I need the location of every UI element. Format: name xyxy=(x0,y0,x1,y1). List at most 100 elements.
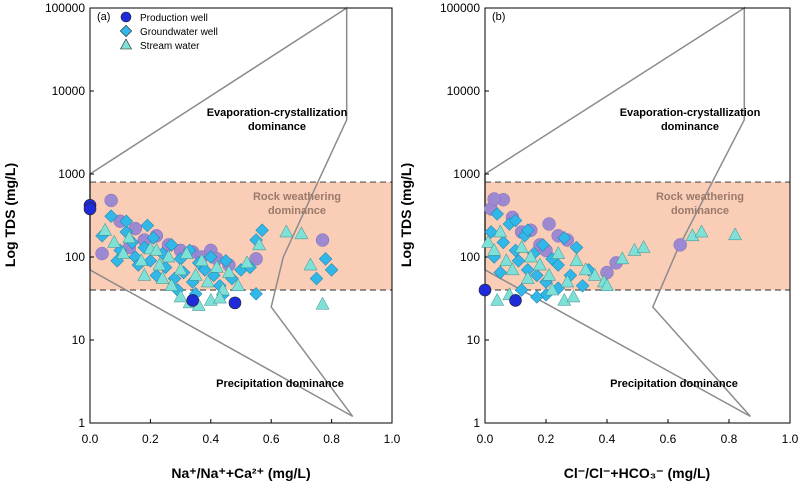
panel-a-point-stream xyxy=(315,296,330,310)
panel-a-point-stream xyxy=(164,278,179,292)
panel-b-point-stream xyxy=(587,267,602,281)
panel-a-evap-label-2: dominance xyxy=(248,121,306,133)
panel-b-point-stream xyxy=(578,262,593,276)
panel-b-x-tick-label: 1.0 xyxy=(782,432,799,446)
panel-b: (b) Evaporation-crystallization dominanc… xyxy=(398,1,799,481)
panel-a-y-tick-label: 10000 xyxy=(52,84,86,98)
panel-b-point-groundwater xyxy=(508,213,523,228)
panel-b-frame xyxy=(484,7,791,424)
panel-b-point-stream xyxy=(600,278,614,292)
panel-a-point-stream xyxy=(200,274,215,288)
panel-b-point-stream xyxy=(636,240,651,253)
panel-b-point-production xyxy=(509,294,522,307)
panel-b-point-groundwater xyxy=(496,235,511,250)
panel-b-point-groundwater xyxy=(520,223,535,237)
panel-b-point-groundwater xyxy=(530,268,544,283)
panel-b-evap-label-2: dominance xyxy=(661,121,719,133)
panel-a: (a) Evaporation-crystallization dominanc… xyxy=(2,1,401,481)
panel-a-y-tick-label: 1000 xyxy=(58,167,85,181)
panel-b-label: (b) xyxy=(492,11,505,23)
panel-a-point-stream xyxy=(179,246,194,259)
panel-a-rock-label-1: Rock weathering xyxy=(253,191,341,203)
panel-b-rock-label-1: Rock weathering xyxy=(656,191,744,203)
panel-a-point-purple xyxy=(249,252,263,266)
panel-b-y-tick-label: 100 xyxy=(460,250,480,264)
panel-b-point-groundwater xyxy=(511,254,526,268)
panel-a-label: (a) xyxy=(97,11,110,23)
panel-a-point-groundwater xyxy=(198,263,212,277)
panel-b-y-tick-label: 100000 xyxy=(440,1,480,15)
panel-a-point-production xyxy=(83,202,97,216)
panel-a-point-stream xyxy=(98,222,113,236)
panel-b-point-stream xyxy=(532,257,547,271)
panel-b-point-groundwater xyxy=(575,279,590,293)
panel-b-point-stream xyxy=(499,253,514,267)
panel-a-point-stream xyxy=(188,267,203,281)
panel-a-point-purple xyxy=(95,246,109,261)
panel-a-point-stream xyxy=(134,253,149,267)
panel-b-point-groundwater xyxy=(514,283,529,297)
panel-a-x-tick-label: 0.2 xyxy=(142,432,159,446)
panel-a-x-tick-label: 0.4 xyxy=(202,432,219,446)
legend-stream-label: Stream water xyxy=(140,41,200,52)
panel-b-x-tick-label: 0.4 xyxy=(599,432,616,446)
panel-a-point-production xyxy=(186,294,199,307)
panel-b-point-stream xyxy=(514,240,529,253)
panel-b-point-purple xyxy=(673,238,687,252)
panel-a-point-groundwater xyxy=(140,218,155,233)
panel-a-y-tick-label: 1 xyxy=(78,416,85,430)
panel-a-x-tick-label: 0.8 xyxy=(323,432,340,446)
panel-b-point-stream xyxy=(566,289,581,303)
panel-b-point-stream xyxy=(615,251,630,265)
panel-a-point-groundwater xyxy=(104,209,118,223)
panel-a-evap-label-1: Evaporation-crystallization xyxy=(207,107,348,119)
panel-a-point-stream xyxy=(252,237,267,251)
panel-a-x-tick-label: 0.6 xyxy=(263,432,280,446)
panel-b-y-axis-label: Log TDS (mg/L) xyxy=(398,163,414,267)
panel-b-x-axis-label: Cl⁻/Cl⁻+HCO₃⁻ (mg/L) xyxy=(564,465,710,481)
panel-b-point-stream xyxy=(493,224,508,238)
panel-a-point-purple xyxy=(315,233,330,247)
panel-b-x-tick-label: 0.6 xyxy=(660,432,677,446)
panel-b-y-tick-label: 10000 xyxy=(447,84,481,98)
panel-b-point-groundwater xyxy=(536,238,550,252)
panel-a-y-axis-label: Log TDS (mg/L) xyxy=(2,163,18,267)
panel-b-point-stream xyxy=(557,292,572,306)
panel-a-rock-label-2: dominance xyxy=(268,205,326,217)
panel-a-point-stream xyxy=(194,253,209,267)
panel-a-y-tick-label: 10 xyxy=(72,333,86,347)
panel-b-point-stream xyxy=(551,246,566,259)
panel-a-point-groundwater xyxy=(143,254,158,268)
panel-b-point-stream xyxy=(542,267,556,281)
panel-a-point-groundwater xyxy=(119,214,133,228)
legend-groundwater-marker xyxy=(119,24,133,38)
panel-b-point-stream xyxy=(569,253,584,267)
panel-b-point-stream xyxy=(505,262,520,276)
legend: Production well Groundwater well Stream … xyxy=(119,11,218,52)
legend-production-marker xyxy=(120,11,132,23)
panel-b-point-stream xyxy=(490,292,505,306)
legend-production-label: Production well xyxy=(140,13,208,24)
panel-b-precip-label: Precipitation dominance xyxy=(610,378,738,390)
panel-a-point-groundwater xyxy=(219,254,233,268)
panel-b-point-groundwater xyxy=(551,258,565,272)
panel-b-point-stream xyxy=(685,228,700,242)
panel-b-point-purple xyxy=(542,217,556,231)
panel-a-y-tick-label: 100000 xyxy=(45,1,85,15)
panel-a-point-stream xyxy=(279,224,294,238)
panel-a-frame xyxy=(89,7,393,424)
panel-b-x-tick-label: 0.0 xyxy=(477,432,494,446)
panel-b-y-tick-label: 1 xyxy=(473,416,480,430)
panel-b-point-groundwater xyxy=(520,263,535,277)
panel-a-point-groundwater xyxy=(204,250,218,264)
panel-a-point-groundwater xyxy=(255,223,269,237)
panel-a-point-stream xyxy=(173,289,188,303)
panel-a-point-stream xyxy=(240,255,254,269)
panel-b-gibbs-envelope xyxy=(484,6,751,418)
panel-a-point-stream xyxy=(122,230,137,244)
panel-a-point-stream xyxy=(149,242,164,256)
panel-a-point-stream xyxy=(161,249,176,263)
panel-a-point-stream xyxy=(152,257,167,271)
panel-b-point-production xyxy=(478,283,492,297)
panel-a-point-production xyxy=(228,296,242,310)
